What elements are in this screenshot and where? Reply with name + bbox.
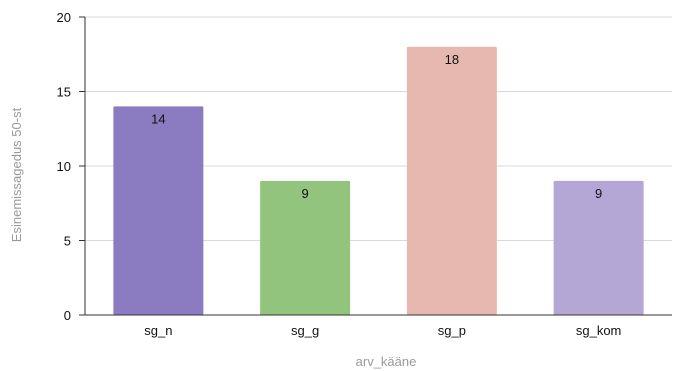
data-label: 18 [445,52,459,67]
data-label: 14 [151,111,165,126]
data-label: 9 [302,186,309,201]
y-tick-label: 0 [64,308,71,323]
x-tick-label: sg_n [144,323,172,338]
bar-sg-p [406,46,497,316]
data-labels: 14 9 18 9 [151,52,602,201]
bar-sg-n [113,106,204,316]
data-label: 9 [595,186,602,201]
bars [113,46,644,316]
y-axis-title: Esinemissagedus 50-st [9,107,24,242]
y-tick-label: 15 [57,85,71,100]
x-tick-label: sg_kom [576,323,622,338]
bar-sg-g [260,180,351,315]
y-tick-label: 20 [57,10,71,25]
y-tick-label: 5 [64,234,71,249]
x-tick-label: sg_g [291,323,319,338]
y-tick-labels: 0 5 10 15 20 [57,10,71,323]
x-axis-title: arv_kääne [356,354,417,369]
y-tick-label: 10 [57,159,71,174]
bar-sg-kom [553,180,644,315]
x-tick-label: sg_p [438,323,466,338]
axes [84,17,672,316]
x-tick-labels: sg_n sg_g sg_p sg_kom [144,323,621,338]
